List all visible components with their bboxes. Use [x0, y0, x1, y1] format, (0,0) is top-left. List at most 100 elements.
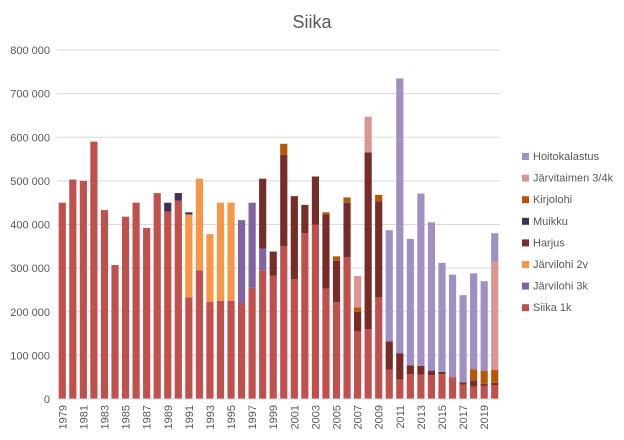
bar-segment-j-rvilohi-3k-1997 [248, 202, 256, 288]
bar-segment-siika-1k-2008 [364, 329, 372, 399]
bar-segment-harjus-2002 [301, 204, 309, 234]
x-tick-label: 2013 [416, 405, 428, 429]
bar-segment-siika-1k-2009 [375, 297, 383, 399]
bar-segment-harjus-2017 [459, 382, 467, 385]
bar-segment-j-rvilohi-2v-1992 [195, 178, 203, 271]
legend-label: Järvilohi 2v [533, 259, 589, 271]
bar-segment-j-rvilohi-3k-1996 [238, 220, 246, 304]
legend-swatch [522, 174, 529, 182]
bar-segment-hoitokalastus-2017 [459, 295, 467, 383]
bar-segment-j-rvilohi-2v-1993 [206, 234, 214, 302]
legend-label: Järvilohi 3k [533, 281, 589, 293]
bar-segment-j-rvilohi-3k-1998 [259, 248, 267, 271]
bar-segment-siika-1k-2000 [280, 246, 288, 399]
bar-segment-siika-1k-1980 [69, 179, 77, 399]
y-tick-label: 600 000 [10, 132, 50, 144]
x-tick-label: 2015 [437, 405, 449, 429]
bar-segment-kirjolohi-2018 [470, 369, 478, 381]
legend-label: Harjus [533, 237, 565, 249]
x-tick-label: 2009 [374, 405, 386, 429]
bar-segment-hoitokalastus-2013 [417, 193, 425, 366]
bar-segment-hoitokalastus-2020 [491, 233, 499, 262]
x-tick-label: 2005 [332, 405, 344, 429]
legend-item: Muikku [522, 216, 568, 228]
bar-segment-siika-1k-2017 [459, 384, 467, 399]
bar-segment-harjus-2013 [417, 365, 425, 375]
bar-segment-siika-1k-1990 [174, 200, 182, 399]
x-tick-label: 1983 [99, 405, 111, 429]
bar-segment-harjus-1999 [269, 251, 277, 276]
bar-segment-harjus-2020 [491, 382, 499, 386]
y-tick-label: 0 [44, 394, 50, 406]
bar-segment-siika-1k-1998 [259, 270, 267, 399]
bar-segment-j-rvilohi-2v-1991 [185, 214, 193, 298]
x-tick-label: 1985 [121, 405, 133, 429]
bar-segment-siika-1k-1995 [227, 300, 235, 399]
bar-segment-kirjolohi-2006 [343, 197, 351, 203]
bar-segment-harjus-2000 [280, 154, 288, 247]
bar-segment-hoitokalastus-2019 [480, 281, 488, 371]
bars [58, 78, 499, 400]
bar-segment-siika-1k-1997 [248, 287, 256, 399]
bar-segment-siika-1k-1996 [238, 303, 246, 399]
bar-segment-siika-1k-2007 [354, 331, 362, 399]
bar-segment-hoitokalastus-2011 [396, 78, 404, 354]
x-tick-label: 1989 [163, 405, 175, 429]
bar-segment-siika-1k-2011 [396, 379, 404, 399]
bar-segment-siika-1k-2019 [480, 385, 488, 399]
bar-segment-siika-1k-2005 [332, 302, 341, 399]
bar-segment-j-rvitaimen-3-4k-2020 [491, 261, 499, 370]
x-tick-label: 2019 [479, 405, 491, 429]
legend-item: Siika 1k [522, 302, 572, 314]
legend-label: Hoitokalastus [533, 151, 600, 163]
legend-swatch [522, 196, 529, 204]
x-tick-label: 2003 [310, 405, 322, 429]
bar-segment-kirjolohi-2000 [280, 143, 288, 155]
legend-label: Siika 1k [533, 302, 572, 314]
bar-segment-harjus-2012 [406, 365, 414, 375]
legend-swatch [522, 282, 529, 290]
y-axis-ticks: 0 100 000 200 000 300 000 400 000 500 000 600 … [10, 45, 50, 406]
x-tick-label: 1991 [184, 405, 196, 429]
legend-swatch [522, 304, 529, 312]
bar-segment-harjus-2019 [480, 383, 488, 386]
bar-segment-siika-1k-1989 [164, 211, 172, 399]
bar-segment-siika-1k-1993 [206, 301, 214, 399]
bar-segment-siika-1k-2018 [470, 386, 478, 399]
bar-segment-harjus-2007 [354, 311, 362, 332]
bar-segment-hoitokalastus-2015 [438, 262, 446, 372]
bar-segment-harjus-2003 [311, 176, 319, 225]
bar-segment-j-rvilohi-2v-1995 [227, 202, 235, 301]
bar-segment-hoitokalastus-2016 [448, 274, 457, 378]
bar-segment-hoitokalastus-2014 [427, 222, 436, 371]
legend-swatch [522, 261, 529, 268]
bar-segment-siika-1k-2004 [322, 288, 330, 399]
bar-segment-siika-1k-2010 [385, 369, 393, 399]
chart-title: Siika [292, 12, 332, 32]
x-tick-label: 2017 [458, 405, 470, 429]
bar-segment-siika-1k-2006 [343, 257, 351, 399]
y-tick-label: 300 000 [10, 263, 50, 275]
gridlines [57, 49, 500, 356]
bar-segment-siika-1k-2002 [301, 233, 309, 399]
bar-segment-siika-1k-1994 [216, 300, 225, 399]
bar-segment-siika-1k-1991 [185, 297, 193, 399]
bar-segment-harjus-2009 [375, 201, 383, 298]
y-tick-label: 100 000 [10, 350, 50, 362]
x-tick-label: 1987 [142, 405, 154, 429]
bar-segment-harjus-2018 [470, 380, 478, 387]
bar-segment-siika-1k-1986 [132, 202, 140, 399]
bar-segment-hoitokalastus-2018 [470, 273, 478, 370]
bar-segment-siika-1k-1982 [90, 141, 98, 400]
bar-segment-j-rvitaimen-3-4k-2008 [364, 116, 372, 153]
x-tick-label: 1979 [57, 405, 69, 429]
x-tick-label: 1981 [78, 405, 90, 429]
x-tick-label: 2007 [353, 405, 365, 429]
y-tick-label: 200 000 [10, 307, 50, 319]
bar-segment-siika-1k-1985 [121, 216, 130, 399]
bar-segment-kirjolohi-2005 [332, 256, 341, 261]
legend-item: Hoitokalastus [522, 151, 600, 163]
x-axis-ticks: 1979 1981 1983 1985 1987 1989 1991 1993 1995 1997… [57, 405, 491, 429]
